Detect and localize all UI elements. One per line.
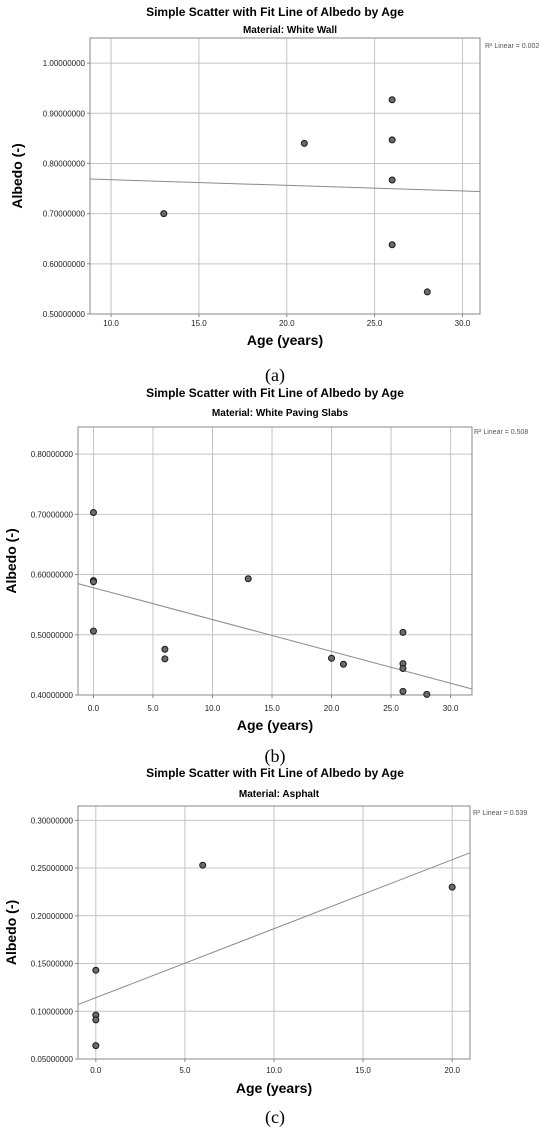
r-squared-label: R² Linear = 0.539 bbox=[473, 810, 527, 817]
y-tick-label: 0.80000000 bbox=[31, 450, 74, 459]
data-point bbox=[388, 176, 396, 184]
y-tick-label: 0.20000000 bbox=[31, 912, 74, 921]
data-point bbox=[160, 210, 168, 218]
x-tick-label: 15.0 bbox=[264, 704, 280, 713]
y-tick-label: 0.70000000 bbox=[31, 510, 74, 519]
plot-frame bbox=[89, 37, 481, 315]
data-point bbox=[161, 655, 169, 663]
x-tick-label: 15.0 bbox=[191, 319, 207, 328]
x-tick-label: 10.0 bbox=[266, 1066, 282, 1075]
x-axis-title: Age (years) bbox=[247, 332, 323, 348]
y-tick-label: 0.50000000 bbox=[43, 310, 86, 319]
data-point bbox=[339, 660, 347, 668]
x-tick-label: 30.0 bbox=[443, 704, 459, 713]
y-tick-label: 0.60000000 bbox=[31, 571, 74, 580]
x-tick-label: 20.0 bbox=[324, 704, 340, 713]
data-point bbox=[423, 690, 431, 698]
y-tick-label: 0.40000000 bbox=[31, 691, 74, 700]
x-axis-title: Age (years) bbox=[236, 1080, 312, 1096]
y-tick-label: 0.80000000 bbox=[43, 159, 86, 168]
data-point bbox=[399, 687, 407, 695]
data-point bbox=[448, 883, 456, 891]
data-point bbox=[92, 966, 100, 974]
x-tick-label: 25.0 bbox=[367, 319, 383, 328]
y-tick-label: 0.15000000 bbox=[31, 960, 74, 969]
panel-label: (a) bbox=[265, 365, 285, 386]
r-squared-label: R² Linear = 0.508 bbox=[474, 429, 528, 436]
plot-frame bbox=[77, 426, 473, 696]
x-tick-label: 5.0 bbox=[179, 1066, 191, 1075]
fit-line bbox=[77, 583, 473, 690]
x-tick-label: 15.0 bbox=[355, 1066, 371, 1075]
data-point bbox=[399, 665, 407, 673]
x-tick-label: 0.0 bbox=[90, 1066, 102, 1075]
y-axis-title: Albedo (-) bbox=[3, 900, 19, 965]
x-axis-title: Age (years) bbox=[237, 717, 313, 733]
chart-subtitle: Material: White Paving Slabs bbox=[212, 408, 349, 419]
chart-title: Simple Scatter with Fit Line of Albedo b… bbox=[146, 386, 404, 400]
data-point bbox=[89, 509, 97, 517]
x-tick-label: 10.0 bbox=[205, 704, 221, 713]
fit-line bbox=[89, 178, 481, 193]
data-point bbox=[388, 136, 396, 144]
y-tick-label: 0.50000000 bbox=[31, 631, 74, 640]
y-tick-label: 0.60000000 bbox=[43, 260, 86, 269]
data-point bbox=[92, 1042, 100, 1050]
x-tick-label: 10.0 bbox=[103, 319, 119, 328]
x-tick-label: 20.0 bbox=[279, 319, 295, 328]
chart-subtitle: Material: Asphalt bbox=[239, 789, 320, 800]
y-tick-label: 0.10000000 bbox=[31, 1007, 74, 1016]
data-point bbox=[199, 861, 207, 869]
y-tick-label: 0.90000000 bbox=[43, 109, 86, 118]
y-axis-title: Albedo (-) bbox=[3, 528, 19, 593]
y-axis-title: Albedo (-) bbox=[9, 143, 25, 208]
y-tick-label: 1.00000000 bbox=[43, 59, 86, 68]
data-point bbox=[244, 575, 252, 583]
x-tick-label: 20.0 bbox=[444, 1066, 460, 1075]
data-point bbox=[161, 645, 169, 653]
chart-subtitle: Material: White Wall bbox=[243, 25, 337, 36]
x-tick-label: 25.0 bbox=[383, 704, 399, 713]
y-tick-label: 0.25000000 bbox=[31, 864, 74, 873]
data-point bbox=[89, 627, 97, 635]
chart-title: Simple Scatter with Fit Line of Albedo b… bbox=[146, 766, 404, 780]
chart-title: Simple Scatter with Fit Line of Albedo b… bbox=[146, 5, 404, 19]
r-squared-label: R² Linear = 0.002 bbox=[485, 43, 539, 50]
data-point bbox=[388, 96, 396, 104]
data-point bbox=[300, 139, 308, 147]
data-point bbox=[423, 288, 431, 296]
data-point bbox=[399, 628, 407, 636]
data-point bbox=[92, 1016, 100, 1024]
data-point bbox=[388, 241, 396, 249]
y-tick-label: 0.70000000 bbox=[43, 210, 86, 219]
panel-label: (b) bbox=[265, 746, 286, 767]
fit-line bbox=[77, 852, 471, 1006]
x-tick-label: 30.0 bbox=[455, 319, 471, 328]
y-tick-label: 0.30000000 bbox=[31, 816, 74, 825]
x-tick-label: 5.0 bbox=[147, 704, 159, 713]
data-point bbox=[328, 654, 336, 662]
y-tick-label: 0.05000000 bbox=[31, 1055, 74, 1064]
panel-label: (c) bbox=[265, 1107, 285, 1128]
x-tick-label: 0.0 bbox=[88, 704, 100, 713]
data-point bbox=[89, 578, 97, 586]
